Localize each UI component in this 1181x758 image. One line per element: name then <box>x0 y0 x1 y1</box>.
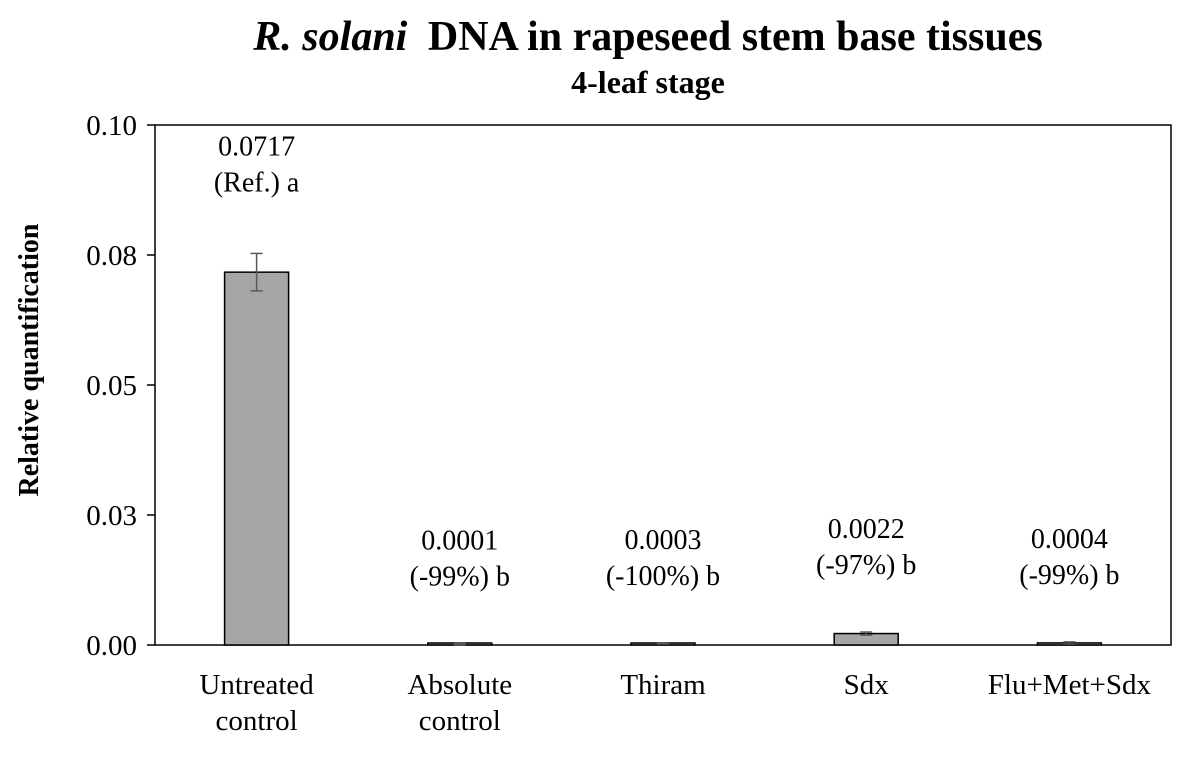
x-tick-label: Flu+Met+Sdx <box>988 669 1152 701</box>
y-tick-label: 0.05 <box>86 370 137 402</box>
x-tick-label: Untreated <box>199 669 314 701</box>
y-tick-label: 0.03 <box>86 500 137 532</box>
bar <box>223 271 290 646</box>
data-label: 0.0022 <box>828 514 905 545</box>
data-label: (-99%) b <box>410 561 510 592</box>
chart-title-italic: R. solani <box>252 14 407 60</box>
y-axis-label: Relative quantification <box>14 223 45 496</box>
data-label: (-100%) b <box>606 561 720 592</box>
data-label: 0.0003 <box>625 525 702 556</box>
x-tick-label: control <box>419 705 501 737</box>
category-labels: Untreated control Absolute control Thiram Sdx… <box>199 669 1151 737</box>
data-label: 0.0717 <box>218 131 295 162</box>
data-label: (-99%) b <box>1019 560 1119 591</box>
y-tick-label: 0.00 <box>86 630 137 662</box>
y-tick-label: 0.08 <box>86 240 137 272</box>
chart-title-rest: DNA in rapeseed stem base tissues <box>428 14 1043 60</box>
x-tick-label: Thiram <box>620 669 706 701</box>
x-tick-label: Absolute <box>407 669 512 701</box>
data-label: 0.0004 <box>1031 524 1108 555</box>
chart-title: R. solani DNA in rapeseed stem base tiss… <box>252 14 1042 60</box>
y-tick-label: 0.10 <box>86 110 137 142</box>
data-label: 0.0001 <box>421 525 498 556</box>
y-axis: 0.00 0.03 0.05 0.08 0.10 <box>86 110 155 662</box>
x-tick-label: Sdx <box>844 669 890 701</box>
bar-series: 0.0717 (Ref.) a 0.0001 (-99%) b 0.0003 (-100%… <box>214 131 1120 646</box>
chart-subtitle: 4-leaf stage <box>571 64 725 100</box>
data-label: (Ref.) a <box>214 167 300 198</box>
x-tick-label: control <box>216 705 298 737</box>
data-label: (-97%) b <box>816 550 916 581</box>
